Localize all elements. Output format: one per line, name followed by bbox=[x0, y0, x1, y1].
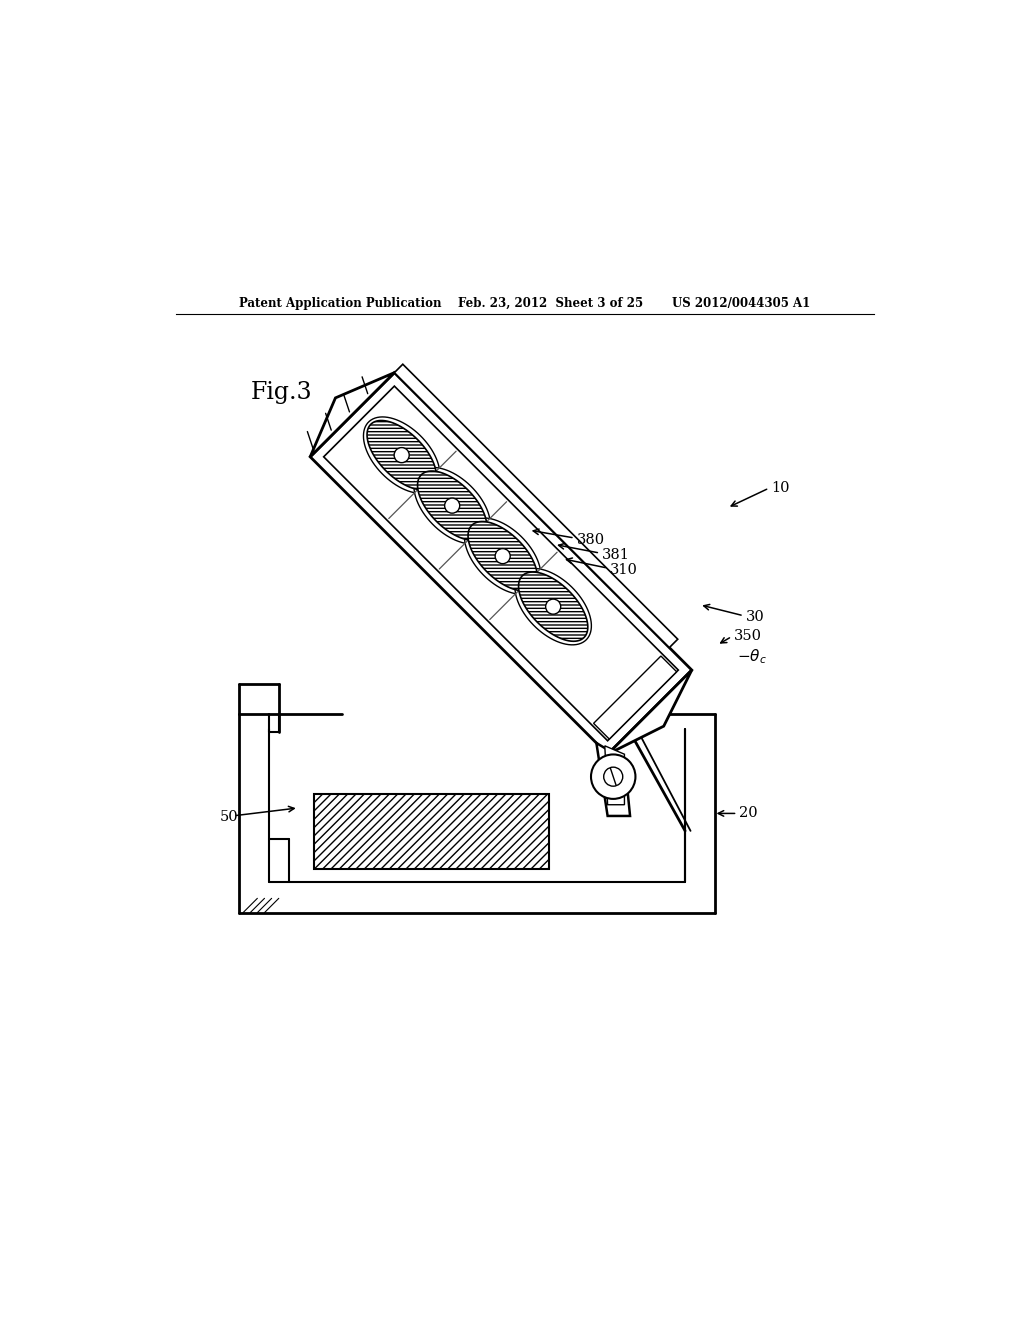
Polygon shape bbox=[367, 421, 436, 490]
Text: Fig.3: Fig.3 bbox=[251, 381, 312, 404]
Circle shape bbox=[591, 755, 636, 799]
Polygon shape bbox=[465, 517, 541, 594]
Polygon shape bbox=[607, 671, 692, 754]
Polygon shape bbox=[394, 364, 678, 648]
Polygon shape bbox=[418, 471, 486, 540]
Polygon shape bbox=[310, 372, 692, 754]
Circle shape bbox=[444, 498, 460, 513]
Text: $-\theta_c$: $-\theta_c$ bbox=[737, 648, 767, 667]
Text: 30: 30 bbox=[745, 610, 764, 624]
Text: 20: 20 bbox=[739, 807, 758, 821]
Polygon shape bbox=[596, 743, 630, 816]
Text: 350: 350 bbox=[733, 630, 762, 643]
Polygon shape bbox=[324, 387, 678, 741]
Text: 310: 310 bbox=[609, 562, 638, 577]
Text: 10: 10 bbox=[771, 480, 790, 495]
Bar bbox=[314, 793, 549, 869]
Text: Patent Application Publication    Feb. 23, 2012  Sheet 3 of 25       US 2012/004: Patent Application Publication Feb. 23, … bbox=[240, 297, 810, 310]
Circle shape bbox=[604, 767, 623, 787]
Polygon shape bbox=[605, 746, 625, 805]
Polygon shape bbox=[518, 572, 588, 642]
Polygon shape bbox=[364, 417, 440, 494]
Circle shape bbox=[394, 447, 410, 463]
Text: 380: 380 bbox=[577, 533, 604, 546]
Text: 50: 50 bbox=[219, 810, 238, 825]
Circle shape bbox=[496, 549, 510, 564]
Polygon shape bbox=[594, 656, 677, 739]
Polygon shape bbox=[414, 467, 490, 544]
Polygon shape bbox=[468, 521, 538, 591]
Polygon shape bbox=[310, 372, 394, 457]
Polygon shape bbox=[515, 569, 592, 645]
Circle shape bbox=[546, 599, 561, 614]
Text: 381: 381 bbox=[602, 548, 630, 562]
